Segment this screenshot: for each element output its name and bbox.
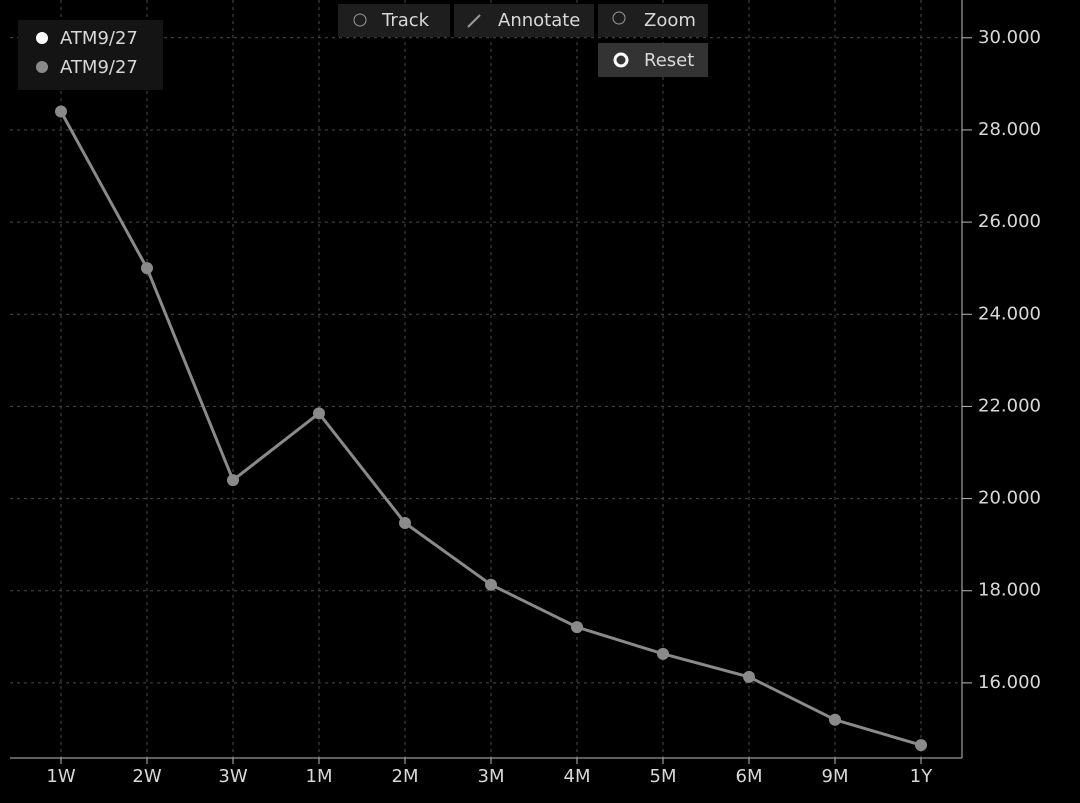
data-point <box>313 407 325 420</box>
y-tick-label: 16.000 <box>978 672 1041 693</box>
data-point <box>485 578 497 591</box>
toolbar: Track Annotate Zoom Reset <box>338 4 708 77</box>
data-point <box>571 621 583 634</box>
reset-label: Reset <box>644 50 694 71</box>
reset-button[interactable]: Reset <box>598 43 708 77</box>
track-icon <box>353 13 367 27</box>
zoom-button[interactable]: Zoom <box>598 4 708 37</box>
annotate-label: Annotate <box>498 10 580 31</box>
x-tick-label: 3W <box>218 766 247 787</box>
data-point <box>55 105 67 118</box>
data-point <box>141 262 153 275</box>
legend <box>18 20 163 90</box>
x-tick-label: 1Y <box>910 766 933 787</box>
x-tick-label: 5M <box>650 766 677 787</box>
reset-icon <box>613 52 629 68</box>
y-tick-label: 30.000 <box>978 27 1041 48</box>
x-tick-label: 6M <box>736 766 763 787</box>
y-tick-label: 18.000 <box>978 580 1041 601</box>
data-point <box>743 670 755 683</box>
zoom-label: Zoom <box>644 10 696 31</box>
annotate-button[interactable]: Annotate <box>454 4 594 37</box>
data-point <box>915 739 927 752</box>
y-tick-label: 22.000 <box>978 395 1041 416</box>
legend-marker <box>36 32 48 44</box>
track-label: Track <box>381 10 430 31</box>
x-tick-label: 3M <box>478 766 505 787</box>
data-point <box>829 713 841 726</box>
x-tick-label: 4M <box>564 766 591 787</box>
y-tick-label: 24.000 <box>978 303 1041 324</box>
legend-label: ATM9/27 <box>60 57 138 78</box>
x-tick-label: 2M <box>392 766 419 787</box>
x-tick-label: 9M <box>822 766 849 787</box>
legend-marker <box>36 61 48 73</box>
x-tick-label: 1W <box>46 766 75 787</box>
x-tick-label: 2W <box>132 766 161 787</box>
annotate-icon <box>467 14 481 28</box>
x-tick-label: 1M <box>306 766 333 787</box>
legend-label: ATM9/27 <box>60 28 138 49</box>
y-tick-label: 20.000 <box>978 488 1041 509</box>
data-point <box>399 516 411 529</box>
track-button[interactable]: Track <box>338 4 450 37</box>
plot-area <box>10 0 962 758</box>
y-tick-label: 26.000 <box>978 211 1041 232</box>
data-point <box>227 474 239 487</box>
zoom-icon <box>612 11 626 25</box>
y-tick-label: 28.000 <box>978 119 1041 140</box>
data-point <box>657 647 669 660</box>
